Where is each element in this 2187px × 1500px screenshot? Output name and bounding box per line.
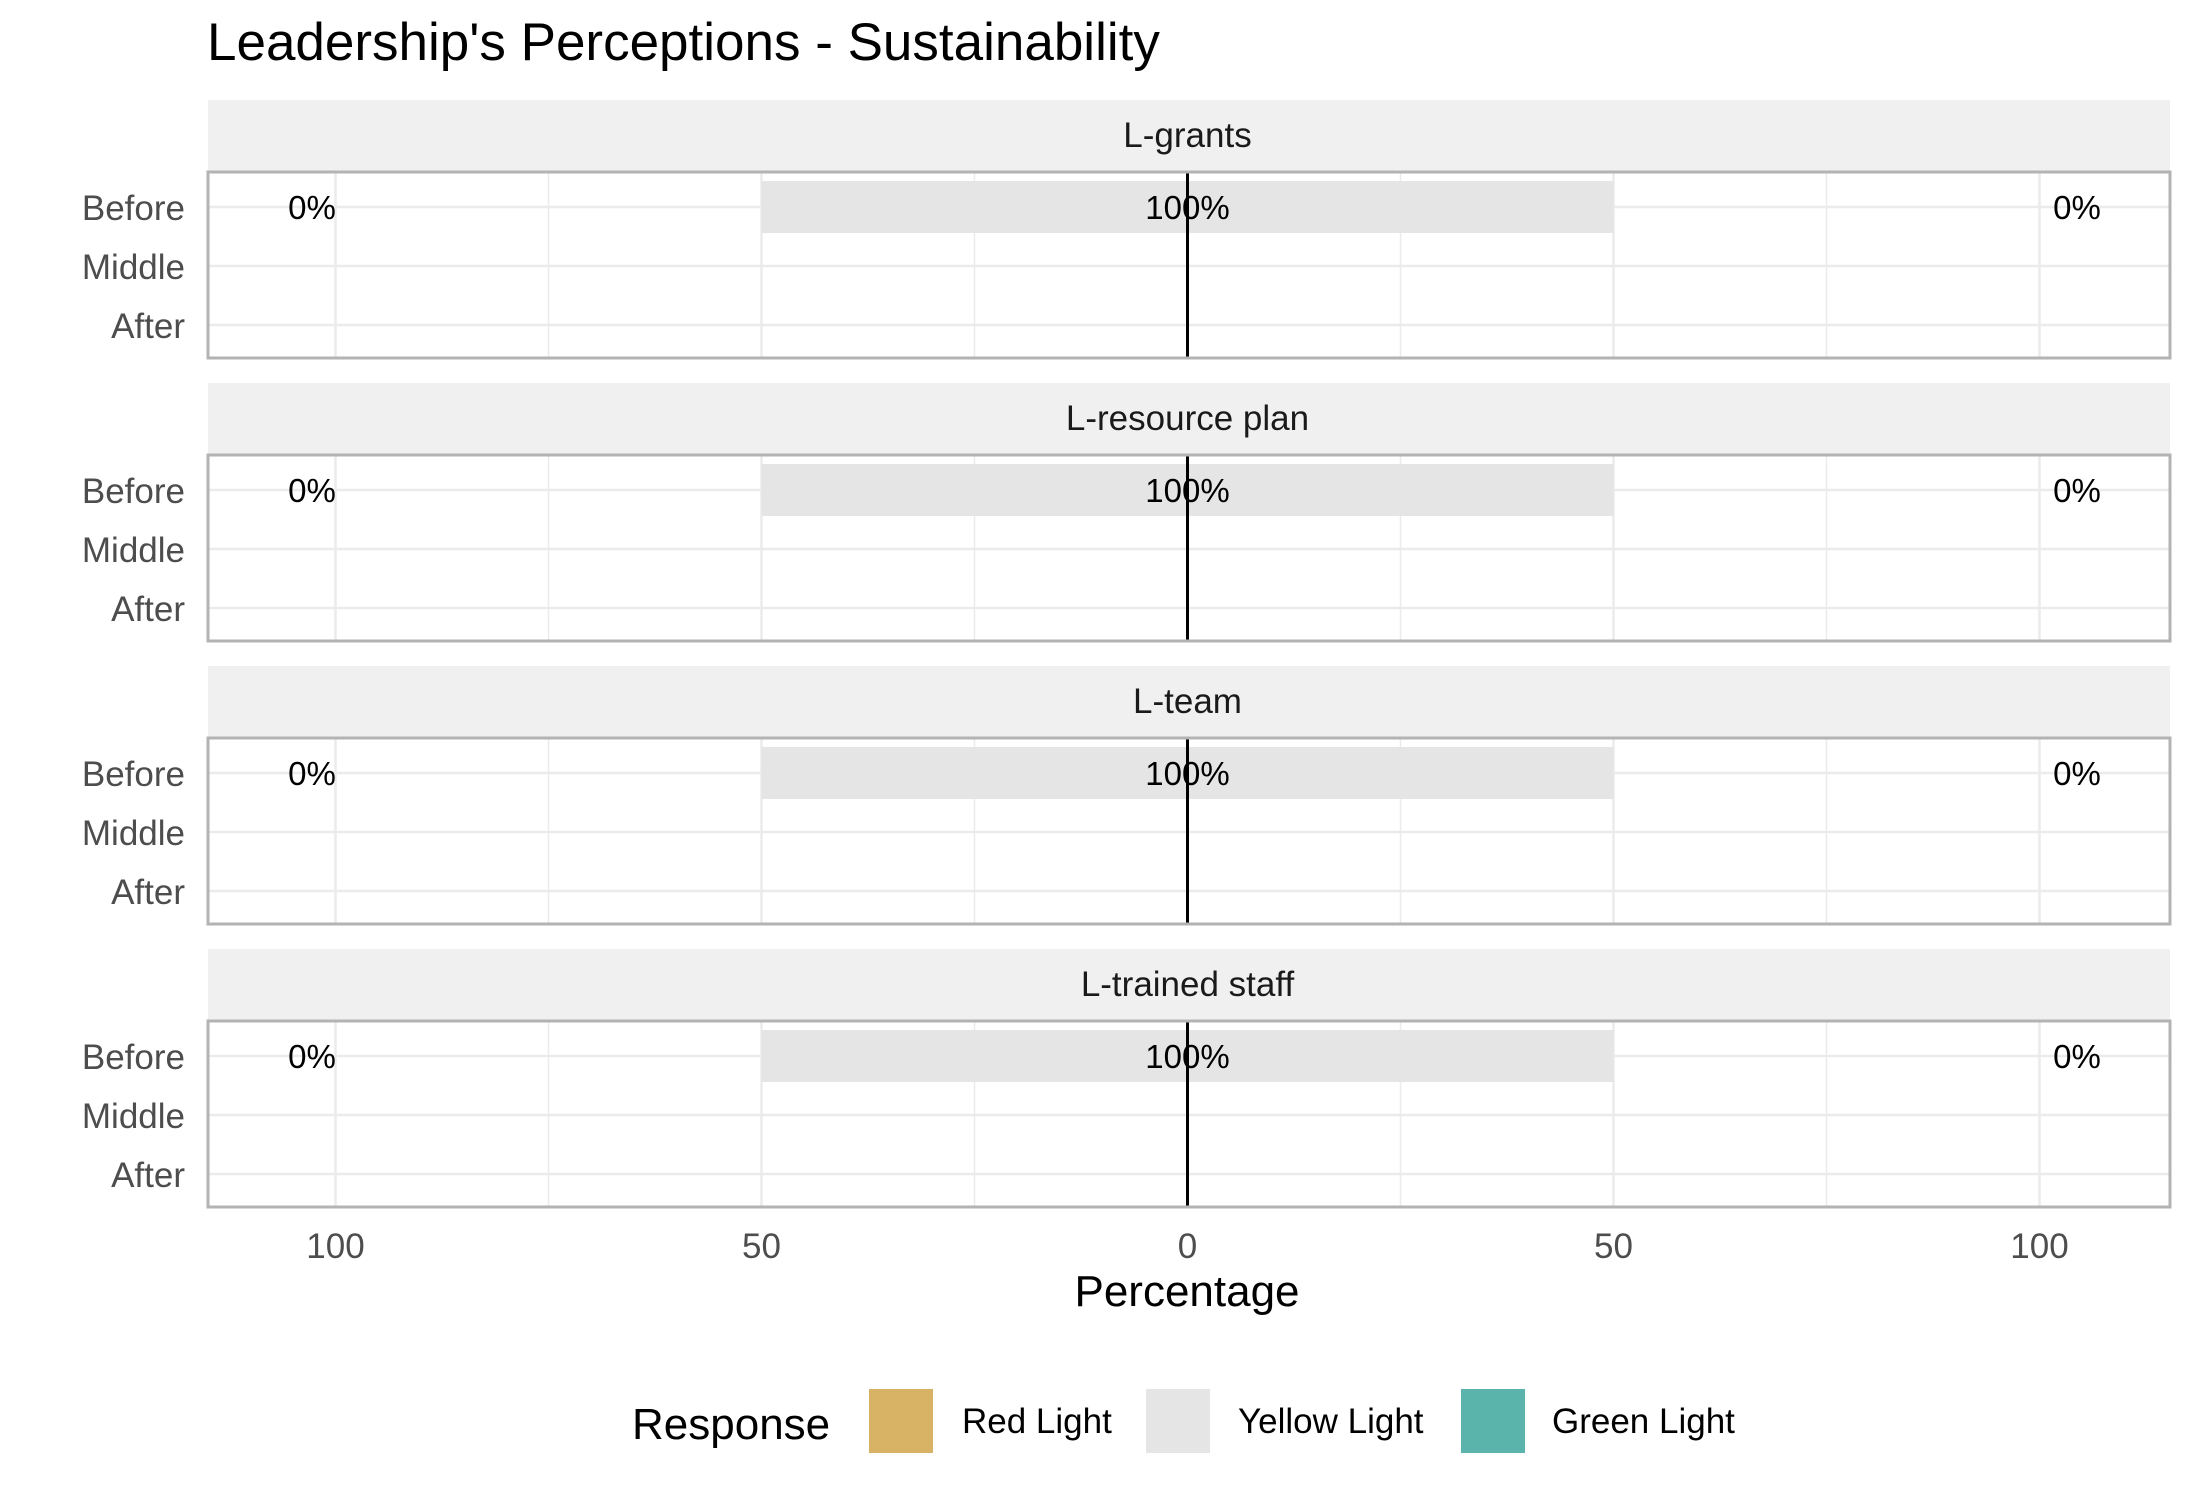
- x-tick-label: 100: [306, 1227, 364, 1266]
- legend-key-green-light: [1459, 1387, 1527, 1455]
- category-label: After: [111, 873, 185, 912]
- data-label-left: 0%: [288, 472, 336, 509]
- legend-key-yellow-light: [1144, 1387, 1212, 1455]
- category-label: Middle: [82, 1097, 185, 1136]
- facet-label: L-resource plan: [1066, 399, 1309, 438]
- facet-strip: [208, 666, 2170, 738]
- panel-border: [206, 453, 2172, 643]
- data-label-left: 0%: [288, 1038, 336, 1075]
- category-label: Before: [82, 755, 185, 794]
- category-label: Before: [82, 189, 185, 228]
- category-label: After: [111, 307, 185, 346]
- legend-label: Green Light: [1552, 1402, 1735, 1441]
- legend-title: Response: [632, 1400, 830, 1449]
- legend: Response Red Light Yellow Light Green Ligh…: [632, 1387, 1735, 1455]
- chart-title: Leadership's Perceptions - Sustainabilit…: [207, 13, 1160, 72]
- category-label: After: [111, 1156, 185, 1195]
- panel-border: [206, 170, 2172, 360]
- category-label: Middle: [82, 248, 185, 287]
- x-tick-label: 50: [1594, 1227, 1633, 1266]
- facet-strip: [208, 100, 2170, 172]
- x-tick-label: 50: [742, 1227, 781, 1266]
- panel-border: [206, 736, 2172, 926]
- data-label-left: 0%: [288, 189, 336, 226]
- facet-strip: [208, 949, 2170, 1021]
- legend-key-red-light: [867, 1387, 935, 1455]
- category-label: Middle: [82, 814, 185, 853]
- x-tick-label: 100: [2010, 1227, 2068, 1266]
- data-label-right: 0%: [2053, 472, 2101, 509]
- data-label-right: 0%: [2053, 189, 2101, 226]
- x-axis: 100 50 0 50 100: [306, 1227, 2068, 1266]
- x-tick-label: 0: [1178, 1227, 1197, 1266]
- data-label-right: 0%: [2053, 1038, 2101, 1075]
- facet-label: L-team: [1133, 682, 1242, 721]
- legend-label: Red Light: [962, 1402, 1112, 1441]
- panel-border: [206, 1019, 2172, 1209]
- category-label: After: [111, 590, 185, 629]
- facet-strip: [208, 383, 2170, 455]
- facet-label: L-trained staff: [1081, 965, 1295, 1004]
- category-label: Before: [82, 1038, 185, 1077]
- data-label-left: 0%: [288, 755, 336, 792]
- facet-label: L-grants: [1123, 116, 1251, 155]
- category-label: Middle: [82, 531, 185, 570]
- legend-label: Yellow Light: [1238, 1402, 1424, 1441]
- data-label-right: 0%: [2053, 755, 2101, 792]
- x-axis-title: Percentage: [1074, 1267, 1299, 1316]
- category-label: Before: [82, 472, 185, 511]
